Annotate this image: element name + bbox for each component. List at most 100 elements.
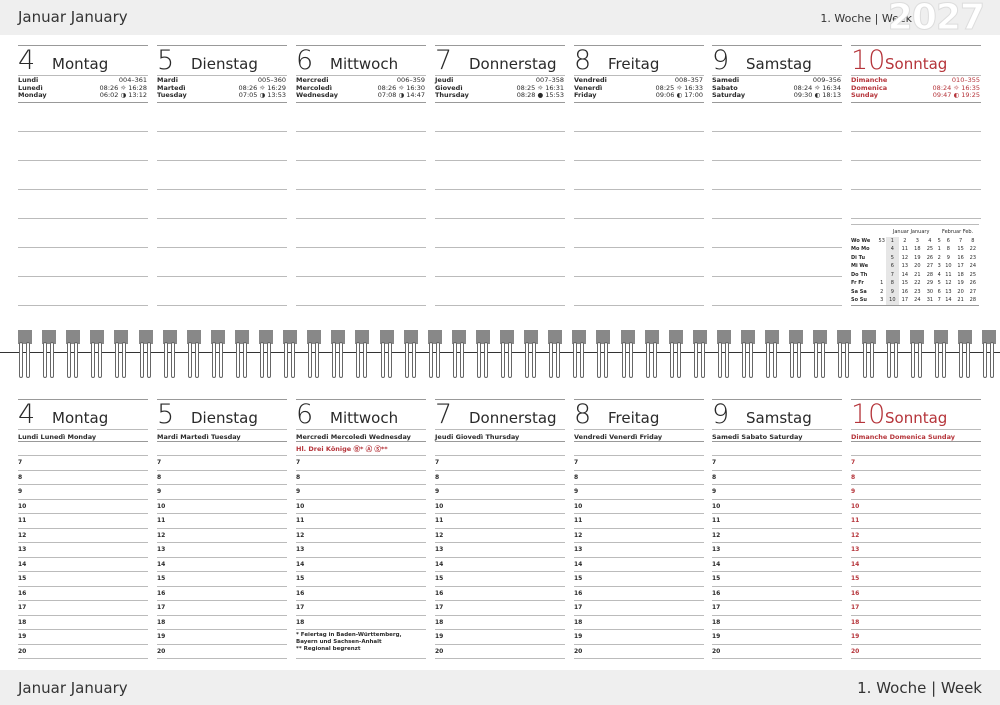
note-line[interactable] — [851, 161, 981, 190]
hour-slot[interactable]: 20 — [712, 645, 842, 659]
hour-slot[interactable]: 18 — [435, 616, 565, 630]
hour-slot[interactable]: 11 — [435, 514, 565, 529]
note-line[interactable] — [296, 132, 426, 161]
hour-slot[interactable]: 17 — [18, 601, 148, 616]
note-line[interactable] — [157, 277, 287, 306]
note-line[interactable] — [851, 103, 981, 132]
note-line[interactable] — [574, 190, 704, 219]
note-line[interactable] — [157, 103, 287, 132]
hour-slot[interactable]: 18 — [574, 616, 704, 630]
note-line[interactable] — [157, 161, 287, 190]
hour-slot[interactable]: 9 — [18, 485, 148, 500]
hour-slot[interactable]: 10 — [574, 500, 704, 514]
note-line[interactable] — [18, 248, 148, 277]
hour-slot[interactable]: 20 — [435, 645, 565, 659]
hour-slot[interactable]: 20 — [851, 645, 981, 659]
hour-slot[interactable]: 8 — [851, 471, 981, 485]
hour-slot[interactable]: 16 — [18, 587, 148, 601]
note-line[interactable] — [574, 161, 704, 190]
hour-slot[interactable]: 10 — [157, 500, 287, 514]
note-line[interactable] — [18, 132, 148, 161]
note-line[interactable] — [851, 132, 981, 161]
hour-slot[interactable]: 14 — [296, 558, 426, 572]
note-line[interactable] — [712, 277, 842, 306]
note-line[interactable] — [18, 277, 148, 306]
hour-slot[interactable]: 8 — [712, 471, 842, 485]
note-line[interactable] — [574, 132, 704, 161]
hour-slot[interactable]: 12 — [435, 529, 565, 543]
hour-slot[interactable]: 10 — [18, 500, 148, 514]
note-line[interactable] — [851, 190, 981, 219]
hour-slot[interactable]: 7 — [435, 456, 565, 471]
hour-slot[interactable]: 15 — [435, 572, 565, 587]
note-line[interactable] — [712, 103, 842, 132]
hour-slot[interactable]: 13 — [296, 543, 426, 558]
hour-slot[interactable]: 13 — [157, 543, 287, 558]
hour-slot[interactable]: 19 — [157, 630, 287, 645]
note-line[interactable] — [435, 103, 565, 132]
note-line[interactable] — [435, 277, 565, 306]
hour-slot[interactable]: 8 — [435, 471, 565, 485]
hour-slot[interactable]: 19 — [712, 630, 842, 645]
note-line[interactable] — [296, 248, 426, 277]
note-line[interactable] — [435, 190, 565, 219]
note-line[interactable] — [18, 103, 148, 132]
hour-slot[interactable]: 9 — [712, 485, 842, 500]
hour-slot[interactable]: 10 — [851, 500, 981, 514]
hour-slot[interactable]: 17 — [157, 601, 287, 616]
hour-slot[interactable]: 7 — [851, 456, 981, 471]
note-line[interactable] — [18, 190, 148, 219]
note-line[interactable] — [712, 132, 842, 161]
hour-slot[interactable]: 13 — [851, 543, 981, 558]
note-line[interactable] — [712, 190, 842, 219]
hour-slot[interactable]: 14 — [18, 558, 148, 572]
note-line[interactable] — [296, 103, 426, 132]
note-line[interactable] — [435, 132, 565, 161]
hour-slot[interactable]: 16 — [574, 587, 704, 601]
hour-slot[interactable]: 20 — [157, 645, 287, 659]
hour-slot[interactable]: 17 — [435, 601, 565, 616]
hour-slot[interactable]: 7 — [18, 456, 148, 471]
hour-slot[interactable]: 16 — [712, 587, 842, 601]
hour-slot[interactable]: 15 — [712, 572, 842, 587]
note-line[interactable] — [157, 219, 287, 248]
hour-slot[interactable]: 11 — [574, 514, 704, 529]
hour-slot[interactable]: 7 — [157, 456, 287, 471]
hour-slot[interactable]: 11 — [712, 514, 842, 529]
note-line[interactable] — [18, 161, 148, 190]
note-line[interactable] — [574, 248, 704, 277]
note-line[interactable] — [712, 219, 842, 248]
hour-slot[interactable]: 14 — [712, 558, 842, 572]
note-line[interactable] — [157, 190, 287, 219]
hour-slot[interactable]: 13 — [18, 543, 148, 558]
hour-slot[interactable]: 15 — [296, 572, 426, 587]
hour-slot[interactable]: 9 — [435, 485, 565, 500]
hour-slot[interactable]: 20 — [18, 645, 148, 659]
hour-slot[interactable]: 16 — [296, 587, 426, 601]
hour-slot[interactable]: 12 — [296, 529, 426, 543]
hour-slot[interactable]: 10 — [296, 500, 426, 514]
note-line[interactable] — [296, 190, 426, 219]
hour-slot[interactable]: 16 — [851, 587, 981, 601]
note-line[interactable] — [574, 277, 704, 306]
hour-slot[interactable]: 15 — [851, 572, 981, 587]
hour-slot[interactable]: 12 — [712, 529, 842, 543]
hour-slot[interactable]: 8 — [18, 471, 148, 485]
hour-slot[interactable]: 13 — [712, 543, 842, 558]
note-line[interactable] — [157, 248, 287, 277]
hour-slot[interactable]: 12 — [574, 529, 704, 543]
hour-slot[interactable]: 18 — [296, 616, 426, 630]
hour-slot[interactable]: 17 — [712, 601, 842, 616]
hour-slot[interactable]: 13 — [574, 543, 704, 558]
hour-slot[interactable]: 9 — [851, 485, 981, 500]
hour-slot[interactable]: 17 — [296, 601, 426, 616]
hour-slot[interactable]: 10 — [712, 500, 842, 514]
hour-slot[interactable]: 11 — [18, 514, 148, 529]
hour-slot[interactable]: 15 — [157, 572, 287, 587]
note-line[interactable] — [296, 277, 426, 306]
hour-slot[interactable] — [296, 645, 426, 659]
hour-slot[interactable]: 15 — [18, 572, 148, 587]
hour-slot[interactable]: 9 — [574, 485, 704, 500]
hour-slot[interactable]: 8 — [296, 471, 426, 485]
hour-slot[interactable]: 12 — [851, 529, 981, 543]
